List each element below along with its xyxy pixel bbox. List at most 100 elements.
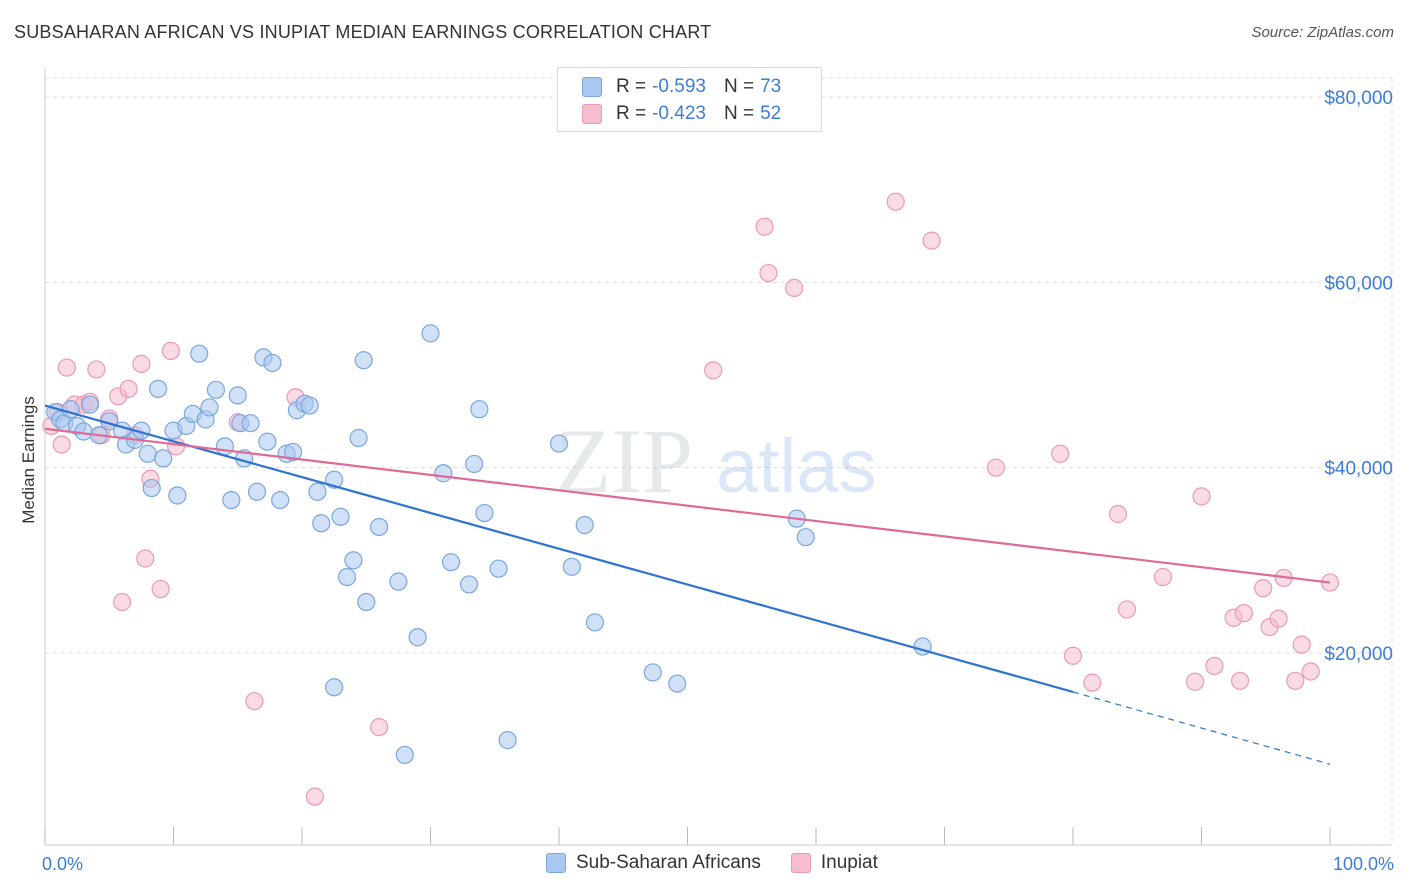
source-label: Source: ZipAtlas.com xyxy=(1251,24,1394,41)
subsaharan-point xyxy=(241,414,260,433)
subsaharan-point xyxy=(489,559,508,578)
subsaharan-point xyxy=(465,454,484,474)
y-tick-labels: $20,000 $40,000 $60,000 $80,000 xyxy=(1324,88,1393,665)
subsaharan-point xyxy=(357,592,376,612)
axes xyxy=(44,68,1392,846)
subsaharan-point xyxy=(263,353,282,373)
subsaharan-point xyxy=(349,428,368,448)
inupiat-point xyxy=(87,360,106,379)
chart-title: SUBSAHARAN AFRICAN VS INUPIAT MEDIAN EAR… xyxy=(14,22,712,42)
inupiat-point xyxy=(1108,504,1128,524)
series-subsaharan-points xyxy=(46,324,932,765)
y-axis-label: Median Earnings xyxy=(19,396,38,524)
watermark-atlas: atlas xyxy=(716,424,877,509)
subsaharan-point xyxy=(441,553,461,572)
trend-lines xyxy=(44,404,1331,765)
inupiat-point xyxy=(1301,662,1320,681)
inupiat-point xyxy=(1254,579,1273,598)
stats-legend: R = -0.593 N = 73 R = -0.423 N = 52 xyxy=(557,67,822,132)
subsaharan-point xyxy=(395,745,414,765)
subsaharan-point xyxy=(206,380,226,399)
subsaharan-point xyxy=(585,613,605,632)
inupiat-point xyxy=(57,358,76,377)
legend-r-label: R = xyxy=(616,76,647,97)
subsaharan-point xyxy=(498,731,517,750)
inupiat-point xyxy=(1117,600,1137,619)
inupiat-point xyxy=(119,379,138,398)
legend-swatch-pink xyxy=(582,104,602,124)
subsaharan-point xyxy=(575,516,594,535)
legend-swatch-pink xyxy=(790,853,811,873)
subsaharan-point xyxy=(138,444,157,463)
subsaharan-point xyxy=(475,503,494,523)
subsaharan-point xyxy=(258,432,277,451)
subsaharan-point xyxy=(222,491,241,510)
legend-n-label: N = xyxy=(723,76,755,97)
inupiat-point xyxy=(1063,646,1083,665)
subsaharan-point xyxy=(643,663,662,682)
subsaharan-point xyxy=(312,514,331,533)
inupiat-point xyxy=(370,718,389,737)
y-tick-label: $40,000 xyxy=(1324,459,1393,480)
subsaharan-point xyxy=(168,486,187,505)
subsaharan-point xyxy=(549,434,569,453)
legend-r-label: R = xyxy=(616,103,647,124)
inupiat-point xyxy=(1205,656,1224,676)
inupiat-point xyxy=(1083,673,1102,692)
subsaharan-point xyxy=(228,386,247,405)
legend-r-value: -0.593 xyxy=(652,76,706,97)
subsaharan-point xyxy=(190,344,209,363)
legend-item-inupiat[interactable]: Inupiat xyxy=(790,852,878,874)
subsaharan-point xyxy=(148,379,168,398)
inupiat-point xyxy=(1269,609,1288,628)
subsaharan-point xyxy=(300,396,319,415)
inupiat-point xyxy=(1234,604,1254,623)
series-legend: Sub-Saharan Africans Inupiat xyxy=(546,852,908,874)
inupiat-point xyxy=(1185,672,1205,691)
inupiat-point xyxy=(1192,487,1211,506)
legend-item-subsaharan[interactable]: Sub-Saharan Africans xyxy=(546,852,761,874)
inupiat-point xyxy=(52,435,71,454)
watermark-zip: ZIP xyxy=(555,410,693,512)
y-tick-label: $60,000 xyxy=(1324,273,1393,294)
inupiat-point xyxy=(161,341,181,361)
x-tick-label-max: 100.0% xyxy=(1333,854,1394,874)
y-tick-label: $20,000 xyxy=(1324,644,1393,665)
subsaharan-point xyxy=(434,464,453,483)
inupiat-point xyxy=(986,458,1006,477)
legend-r-value: -0.423 xyxy=(652,103,706,124)
subsaharan-point xyxy=(271,491,290,510)
inupiat-point xyxy=(151,579,170,599)
inupiat-point xyxy=(755,217,774,236)
legend-swatch-blue xyxy=(582,77,602,97)
subsaharan-point xyxy=(337,567,357,587)
subsaharan-point xyxy=(331,507,350,526)
inupiat-point xyxy=(1153,567,1173,587)
subsaharan-point xyxy=(283,442,303,462)
subsaharan-point xyxy=(344,551,363,570)
inupiat-point xyxy=(136,549,155,568)
inupiat-point xyxy=(1292,635,1311,654)
inupiat-trend-line xyxy=(44,427,1331,584)
inupiat-point xyxy=(1230,671,1250,690)
subsaharan-point xyxy=(215,437,234,456)
inupiat-point xyxy=(759,263,778,283)
subsaharan-point xyxy=(408,628,427,647)
subsaharan-point xyxy=(562,557,581,576)
x-tick-label-min: 0.0% xyxy=(42,854,83,874)
subsaharan-point xyxy=(421,324,440,343)
subsaharan-point xyxy=(389,572,408,591)
subsaharan-point xyxy=(459,575,479,594)
legend-swatch-blue xyxy=(546,853,566,873)
subsaharan-trend-line xyxy=(44,404,1074,693)
y-tick-label: $80,000 xyxy=(1324,88,1393,109)
inupiat-point xyxy=(132,354,151,373)
subsaharan-point xyxy=(74,422,93,441)
subsaharan-point xyxy=(308,482,327,501)
subsaharan-point xyxy=(370,517,389,537)
subsaharan-point xyxy=(154,449,173,468)
subsaharan-point xyxy=(796,528,815,547)
inupiat-point xyxy=(704,361,723,380)
inupiat-point xyxy=(1051,444,1070,463)
